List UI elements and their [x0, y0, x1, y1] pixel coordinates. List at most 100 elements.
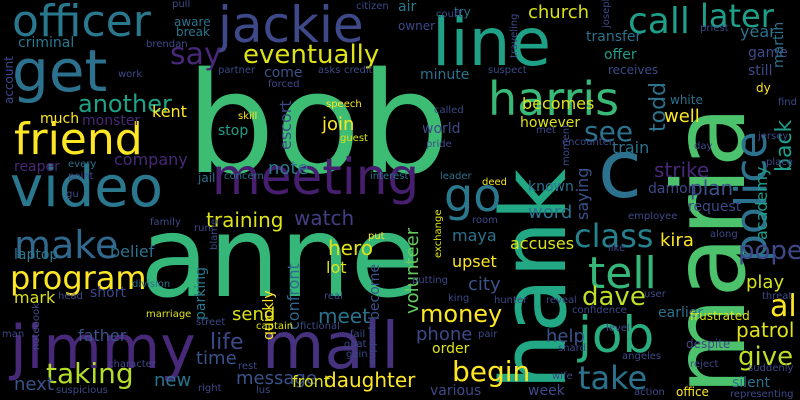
word-take: take [578, 359, 648, 397]
word-aware: aware [174, 15, 211, 29]
word-silent: silent [732, 375, 771, 391]
word-company: company [114, 150, 188, 169]
word-king: king [448, 293, 470, 304]
word-next: next [14, 374, 54, 395]
word-transfer: transfer [586, 29, 642, 45]
word-lus: lus [256, 385, 271, 396]
word-putting: putting [412, 275, 448, 286]
word-note: note [268, 158, 309, 179]
word-accuses: accuses [510, 234, 575, 253]
word-say: say [170, 37, 222, 72]
word-life: life [210, 330, 244, 355]
word-joseph: joseph [601, 0, 612, 28]
word-receives: receives [608, 63, 659, 77]
word-every: every [68, 159, 97, 170]
word-damon: damon [648, 181, 697, 197]
word-court: court [436, 9, 462, 20]
word-hunter: hunter [494, 295, 528, 306]
word-criminal: criminal [18, 35, 75, 51]
word-moment: moment [561, 123, 572, 166]
word-officer: officer [12, 0, 151, 47]
word-support: support [367, 325, 378, 364]
word-white: white [670, 93, 703, 107]
word-employee: employee [628, 211, 678, 222]
word-anne: anne [140, 193, 420, 323]
word-see: see [584, 115, 634, 148]
word-interest: interest [370, 171, 409, 182]
word-week: week [528, 383, 565, 399]
word-strike: strike [654, 158, 710, 182]
word-much: much [40, 111, 80, 127]
word-job: job [578, 306, 655, 364]
word-father: father [78, 326, 127, 345]
word-monster: monster [82, 113, 141, 129]
word-begin: begin [452, 355, 531, 388]
word-fail: fail [350, 329, 366, 340]
word-fictional: fictional [300, 321, 340, 332]
word-tell: tell [588, 248, 657, 299]
word-despite: despite [686, 337, 731, 351]
word-patrol: patrol [736, 318, 795, 342]
word-brendan: brendan [146, 39, 188, 50]
word-priest: priest [700, 23, 729, 34]
word-eventually: eventually [243, 40, 380, 70]
word-run: run [194, 223, 211, 234]
word-real: real [324, 291, 343, 302]
word-front: front [292, 372, 331, 391]
word-suddenly: suddenly [748, 363, 794, 374]
word-street: street [196, 317, 226, 328]
word-church: church [528, 2, 590, 23]
word-word: word [528, 202, 573, 223]
word-pair: pair [478, 329, 498, 340]
word-becomes: becomes [522, 94, 595, 113]
word-lot: lot [326, 258, 347, 277]
word-suspect: suspect [488, 65, 527, 76]
word-harris: harris [488, 72, 620, 126]
word-make: make [14, 223, 119, 267]
word-shard: shard [558, 343, 586, 354]
word-confidence: confidence [572, 305, 627, 316]
word-called: called [434, 105, 464, 116]
word-gu: gu [66, 189, 79, 200]
word-volunteer: volunteer [402, 227, 423, 314]
word-suspicious: suspicious [56, 385, 108, 396]
word-later: later [700, 0, 774, 35]
word-met: met [536, 125, 556, 136]
word-encounter: encounter [562, 137, 613, 148]
word-right: right [198, 383, 222, 394]
word-order: order [432, 341, 470, 357]
word-dave: dave [582, 282, 646, 312]
word-action: action [634, 387, 665, 398]
word-representing: representing [730, 389, 794, 400]
word-man: man [2, 329, 25, 340]
word-class: class [574, 217, 654, 255]
word-upset: upset [452, 252, 497, 271]
word-however: however [520, 115, 581, 131]
word-help: help [546, 326, 585, 347]
word-angeles: angeles [622, 351, 662, 362]
word-find: find [778, 97, 797, 108]
word-kent: kent [152, 102, 187, 121]
word-short: short [90, 285, 126, 301]
word-confront: confront [284, 263, 303, 330]
word-user: user [644, 289, 666, 300]
word-account: account [2, 56, 16, 104]
word-play: play [746, 272, 785, 293]
word-become: become [367, 263, 383, 320]
word-exchange: exchange [433, 209, 444, 258]
word-goat: goat [344, 339, 367, 350]
word-traveling: traveling [509, 13, 520, 58]
word-forced: forced [268, 79, 300, 90]
word-deed: deed [482, 177, 507, 188]
word-reject: reject [690, 359, 719, 370]
word-room: room [472, 215, 498, 226]
word-air: air [398, 0, 417, 15]
word-head: head [58, 291, 83, 302]
word-speech: speech [326, 99, 362, 110]
word-notebook: notebook [31, 303, 42, 350]
word-laptop: laptop [14, 247, 59, 263]
word-academy: academy [752, 166, 771, 240]
word-wife: wife [552, 371, 573, 382]
word-send: send [232, 304, 276, 325]
